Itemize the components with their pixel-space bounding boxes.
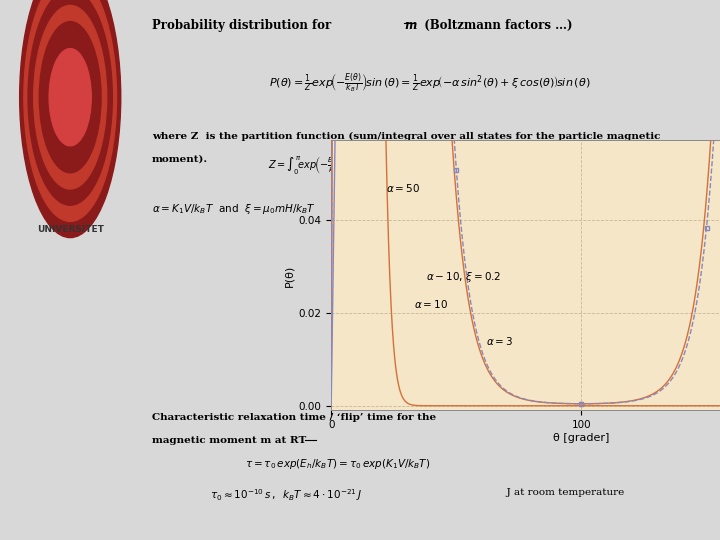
- Text: UNIVERSITET: UNIVERSITET: [37, 225, 104, 234]
- Text: moment).: moment).: [152, 155, 208, 164]
- Text: $\tau_0 \approx 10^{-10}\,s\,,\;\;k_BT \approx 4\cdot 10^{-21}\,J$: $\tau_0 \approx 10^{-10}\,s\,,\;\;k_BT \…: [210, 488, 362, 503]
- Text: $\alpha - 10,\,\xi = 0.2$: $\alpha - 10,\,\xi = 0.2$: [426, 270, 501, 284]
- Text: $Z=\int_{0}^{\pi}\!exp\!\left(-\frac{E(\theta)}{k_BT}\right)sin(\theta)d\theta=\: $Z=\int_{0}^{\pi}\!exp\!\left(-\frac{E(\…: [268, 155, 577, 177]
- Text: $\alpha = 50$: $\alpha = 50$: [386, 181, 420, 194]
- Text: Probability distribution for: Probability distribution for: [152, 19, 336, 32]
- Y-axis label: P(θ): P(θ): [284, 264, 294, 287]
- Ellipse shape: [24, 0, 117, 221]
- Ellipse shape: [49, 49, 91, 146]
- Text: (Boltzmann factors …): (Boltzmann factors …): [416, 19, 573, 32]
- Text: m: m: [404, 19, 416, 32]
- Text: magnetic moment m at RT: magnetic moment m at RT: [152, 436, 306, 445]
- Ellipse shape: [19, 0, 121, 238]
- Text: $\alpha = 10$: $\alpha = 10$: [414, 298, 448, 310]
- Ellipse shape: [34, 5, 107, 189]
- Text: UPPSALA: UPPSALA: [43, 192, 97, 202]
- Text: $\tau = \tau_0\,exp(E_h/k_BT) = \tau_0\,exp(K_1V/k_BT)$: $\tau = \tau_0\,exp(E_h/k_BT) = \tau_0\,…: [245, 457, 430, 471]
- X-axis label: θ [grader]: θ [grader]: [553, 433, 610, 443]
- Text: $P(\theta)=\frac{1}{Z}exp\!\left(-\frac{E(\theta)}{k_BT}\right)\!sin\,(\theta)=\: $P(\theta)=\frac{1}{Z}exp\!\left(-\frac{…: [269, 72, 591, 96]
- Ellipse shape: [40, 22, 101, 173]
- Text: Characteristic relaxation time / ‘flip’ time for the: Characteristic relaxation time / ‘flip’ …: [152, 413, 436, 422]
- Text: $\alpha = K_1V/k_BT$  and  $\xi = \mu_0 mH/k_BT$: $\alpha = K_1V/k_BT$ and $\xi = \mu_0 mH…: [152, 202, 316, 216]
- Text: where Z  is the partition function (sum/integral over all states for the particl: where Z is the partition function (sum/i…: [152, 132, 660, 141]
- Text: $\alpha = 3$: $\alpha = 3$: [486, 335, 513, 347]
- Text: J at room temperature: J at room temperature: [500, 488, 624, 497]
- Ellipse shape: [28, 0, 112, 205]
